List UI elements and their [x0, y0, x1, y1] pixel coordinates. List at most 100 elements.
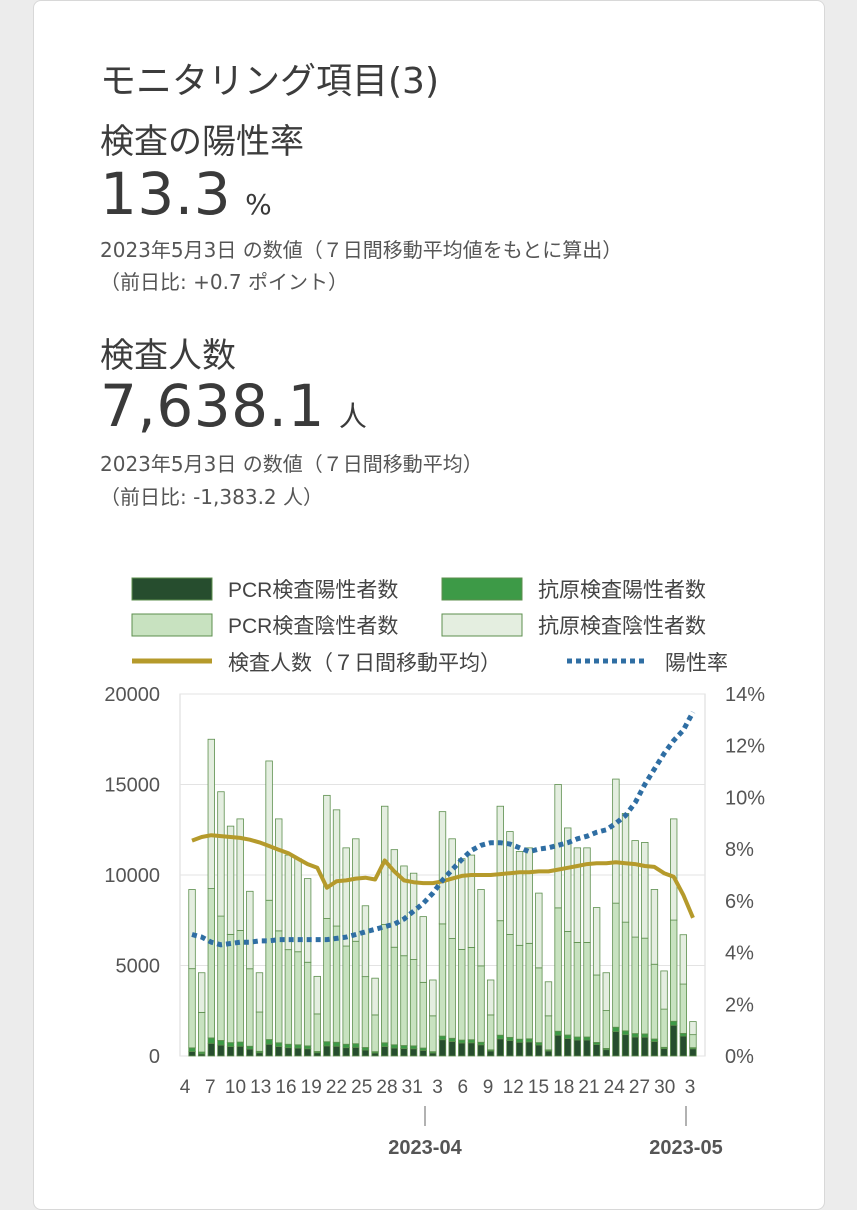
bar-antigen-negative — [650, 889, 659, 965]
bar-pcr-positive — [496, 1038, 504, 1057]
y-right-tick-label: 4% — [725, 943, 754, 965]
bar-pcr-positive — [217, 1044, 225, 1057]
tests-heading: 検査人数 — [100, 336, 236, 376]
bar-antigen-negative — [631, 840, 639, 938]
y-right-tick-label: 14% — [725, 684, 765, 706]
bar-antigen-positive — [226, 1042, 235, 1047]
positivity-date-note: 2023年5月3日 の数値（７日間移動平均値をもとに算出） — [100, 238, 623, 262]
bar-antigen-negative — [361, 905, 370, 978]
bar-pcr-positive — [381, 1046, 389, 1057]
x-month-label: 2023-05 — [649, 1137, 722, 1159]
bar-pcr-positive — [631, 1036, 639, 1057]
bar-pcr-positive — [515, 1041, 524, 1057]
bar-antigen-negative — [255, 972, 264, 1013]
bar-antigen-negative — [660, 970, 668, 1010]
bar-pcr-positive — [419, 1049, 427, 1057]
bar-pcr-negative — [670, 919, 678, 1022]
bar-antigen-positive — [323, 1041, 331, 1047]
bar-pcr-negative — [313, 1013, 321, 1052]
tests-date-note: 2023年5月3日 の数値（７日間移動平均） — [100, 452, 483, 476]
bar-pcr-positive — [621, 1034, 630, 1057]
bar-pcr-positive — [275, 1046, 283, 1057]
bar-pcr-positive — [602, 1049, 610, 1057]
bar-antigen-positive — [236, 1041, 244, 1047]
bar-antigen-positive — [438, 1035, 447, 1041]
bar-antigen-negative — [275, 818, 283, 932]
x-tick-label: 22 — [326, 1077, 347, 1098]
y-left-tick-label: 0 — [149, 1046, 160, 1068]
bar-pcr-negative — [554, 907, 562, 1032]
positivity-unit: % — [245, 188, 273, 221]
bar-pcr-negative — [352, 940, 360, 1045]
bar-antigen-negative — [525, 847, 533, 944]
legend-label: 抗原検査陽性者数 — [538, 579, 706, 602]
bar-pcr-positive — [477, 1044, 485, 1057]
bar-pcr-positive — [486, 1050, 495, 1057]
bar-antigen-negative — [246, 890, 254, 970]
y-right-tick-label: 2% — [725, 994, 754, 1016]
bar-pcr-positive — [612, 1031, 620, 1057]
tests-unit: 人 — [338, 400, 368, 433]
bar-pcr-negative — [438, 923, 447, 1037]
bar-pcr-positive — [592, 1044, 601, 1057]
legend-label: 検査人数（７日間移動平均） — [228, 652, 501, 675]
bar-antigen-positive — [496, 1034, 504, 1040]
bar-antigen-positive — [506, 1036, 514, 1042]
bar-antigen-positive — [467, 1039, 476, 1044]
bar-antigen-negative — [506, 831, 514, 935]
bar-pcr-negative — [583, 942, 591, 1038]
bar-antigen-negative — [188, 889, 196, 970]
bar-pcr-positive — [409, 1048, 418, 1057]
x-tick-label: 31 — [402, 1077, 423, 1098]
bar-pcr-negative — [689, 1034, 697, 1049]
x-tick-label: 9 — [483, 1077, 494, 1098]
bar-pcr-negative — [486, 1014, 495, 1051]
monitoring-card — [33, 0, 825, 1210]
y-right-tick-label: 0% — [725, 1046, 754, 1068]
bar-antigen-negative — [564, 827, 572, 932]
bar-pcr-negative — [631, 936, 639, 1034]
y-left-tick-label: 5000 — [116, 956, 161, 978]
bar-pcr-positive — [641, 1036, 649, 1057]
x-tick-label: 27 — [629, 1077, 650, 1098]
bar-pcr-positive — [438, 1039, 447, 1057]
bar-antigen-positive — [458, 1039, 466, 1044]
bar-pcr-positive — [342, 1047, 350, 1057]
bar-pcr-positive — [467, 1042, 476, 1057]
bar-pcr-negative — [477, 965, 485, 1043]
bar-pcr-positive — [689, 1048, 697, 1057]
bar-pcr-positive — [390, 1047, 399, 1057]
bar-pcr-negative — [226, 933, 235, 1044]
positivity-diff-note: （前日比: +0.7 ポイント） — [100, 270, 349, 294]
positivity-rate-line — [191, 710, 696, 948]
bar-antigen-negative — [284, 854, 293, 951]
legend-label: 抗原検査陰性者数 — [538, 615, 706, 638]
bar-antigen-negative — [438, 811, 447, 925]
bar-antigen-negative — [409, 872, 418, 960]
x-tick-label: 15 — [528, 1077, 549, 1098]
bar-antigen-negative — [236, 818, 244, 931]
bar-pcr-negative — [294, 951, 302, 1046]
bar-pcr-positive — [400, 1048, 408, 1057]
tests-diff-note: （前日比: -1,383.2 人） — [100, 485, 324, 509]
bar-antigen-negative — [573, 847, 582, 943]
x-tick-label: 28 — [376, 1077, 397, 1098]
bar-antigen-negative — [689, 1021, 697, 1036]
bar-pcr-negative — [419, 981, 427, 1049]
bar-pcr-negative — [525, 942, 533, 1040]
bar-antigen-positive — [303, 1045, 312, 1050]
x-tick-label: 25 — [351, 1077, 372, 1098]
bar-pcr-positive — [458, 1042, 466, 1057]
bar-pcr-negative — [381, 924, 389, 1044]
bar-antigen-negative — [419, 916, 427, 983]
bar-pcr-positive — [573, 1039, 582, 1057]
bar-pcr-positive — [303, 1048, 312, 1057]
x-tick-label: 30 — [654, 1077, 675, 1098]
bar-antigen-positive — [409, 1045, 418, 1050]
bar-antigen-negative — [226, 825, 235, 935]
x-tick-label: 7 — [205, 1077, 216, 1098]
bar-pcr-negative — [506, 934, 514, 1038]
y-left-tick-label: 15000 — [104, 775, 160, 797]
bar-pcr-positive — [246, 1048, 254, 1057]
bar-antigen-positive — [400, 1045, 408, 1049]
